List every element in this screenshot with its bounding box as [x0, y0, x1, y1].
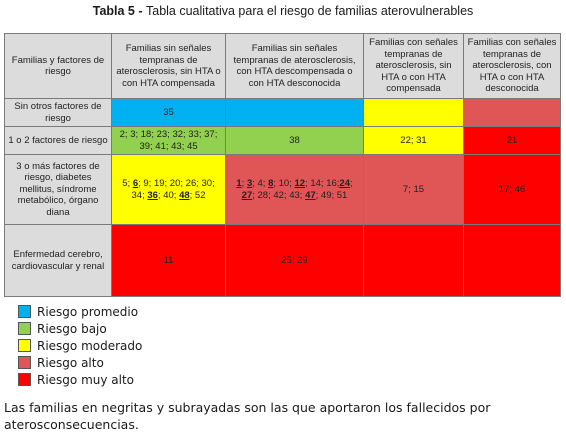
- family-id-deceased: 24: [339, 178, 350, 189]
- legend-label: Riesgo bajo: [37, 321, 107, 336]
- legend-label: Riesgo moderado: [37, 338, 143, 353]
- legend-item: Riesgo promedio: [18, 303, 142, 320]
- caption-text: Tabla cualitativa para el riesgo de fami…: [146, 4, 474, 18]
- cell-value: 1; 3; 4; 8; 10; 12; 14; 16;24; 27; 28; 4…: [236, 178, 352, 201]
- row-header: 3 o más factores de riesgo, diabetes mel…: [4, 154, 112, 225]
- family-id: ;: [350, 178, 353, 189]
- risk-cell: 17; 46: [463, 154, 561, 225]
- risk-cell: 5; 6; 9; 19; 20; 26; 30; 34; 36; 40; 48;…: [111, 154, 226, 225]
- table-row: Sin otros factores de riesgo 35: [4, 98, 561, 127]
- cell-value: 25; 29: [281, 255, 307, 266]
- family-id-deceased: 27: [241, 189, 253, 201]
- caption-label: Tabla 5: [92, 4, 135, 18]
- risk-cell: 7; 15: [363, 154, 464, 225]
- cell-value: 21: [507, 135, 518, 146]
- cell-value: 11: [164, 255, 174, 266]
- column-header: Familias sin señales tempranas de ateros…: [225, 33, 364, 99]
- risk-table: Familias y factores de riesgo Familias s…: [4, 33, 561, 297]
- cell-value: 5; 6; 9; 19; 20; 26; 30; 34; 36; 40; 48;…: [122, 178, 214, 201]
- risk-cell: [363, 224, 464, 297]
- family-id: 11: [163, 254, 174, 266]
- legend-swatch: [18, 373, 31, 386]
- family-id-deceased: 1: [236, 178, 242, 189]
- table-row: Enfermedad cerebro, cardiovascular y ren…: [4, 224, 561, 297]
- risk-cell: 25; 29: [225, 224, 364, 297]
- risk-cell: [463, 98, 561, 127]
- legend-label: Riesgo promedio: [37, 304, 139, 319]
- family-id: ; 52: [189, 189, 206, 201]
- risk-cell: 1; 3; 4; 8; 10; 12; 14; 16;24; 27; 28; 4…: [225, 154, 364, 225]
- family-id: ; 49; 51: [315, 189, 348, 201]
- legend-label: Riesgo muy alto: [37, 372, 135, 387]
- family-id: ; 28; 42; 43;: [252, 189, 306, 201]
- family-id: 7; 15: [402, 183, 425, 195]
- family-id-deceased: 8: [268, 178, 274, 189]
- legend-item: Riesgo bajo: [18, 320, 142, 337]
- table-row: 3 o más factores de riesgo, diabetes mel…: [4, 154, 561, 225]
- footnote: Las familias en negritas y subrayadas so…: [4, 400, 491, 432]
- legend-swatch: [18, 305, 31, 318]
- legend-label: Riesgo alto: [37, 355, 104, 370]
- family-id-deceased: 3: [246, 178, 253, 189]
- legend-swatch: [18, 356, 31, 369]
- header-row: Familias y factores de riesgo Familias s…: [4, 33, 561, 99]
- legend-swatch: [18, 322, 31, 335]
- corner-header: Familias y factores de riesgo: [4, 33, 112, 99]
- risk-cell: [463, 224, 561, 297]
- risk-cell: 11: [111, 224, 226, 297]
- column-header: Familias con señales tempranas de ateros…: [463, 33, 561, 99]
- legend: Riesgo promedio Riesgo bajo Riesgo moder…: [18, 303, 142, 388]
- row-header: Sin otros factores de riesgo: [4, 98, 112, 127]
- family-id: ; 40;: [157, 189, 180, 201]
- risk-cell: 38: [225, 126, 364, 155]
- family-id: ; 10;: [273, 178, 295, 189]
- family-id: 21: [506, 134, 518, 146]
- family-id: ; 9; 19; 20; 26; 30; 34;: [131, 178, 215, 201]
- table-row: 1 o 2 factores de riesgo 2; 3; 18; 23; 3…: [4, 126, 561, 155]
- legend-item: Riesgo muy alto: [18, 371, 142, 388]
- risk-cell: [363, 98, 464, 127]
- family-id-deceased: 36: [147, 189, 158, 201]
- family-id: 22; 31: [400, 134, 427, 146]
- caption-separator: -: [134, 4, 146, 18]
- legend-item: Riesgo moderado: [18, 337, 142, 354]
- legend-swatch: [18, 339, 31, 352]
- row-header: Enfermedad cerebro, cardiovascular y ren…: [4, 224, 112, 297]
- row-header: 1 o 2 factores de riesgo: [4, 126, 112, 155]
- cell-value: 2; 3; 18; 23; 32; 33; 37; 39; 41; 43; 45: [120, 129, 218, 152]
- family-id: 2; 3; 18; 23; 32; 33; 37; 39; 41; 43; 45: [119, 129, 218, 152]
- legend-item: Riesgo alto: [18, 354, 142, 371]
- family-id: 35: [163, 106, 174, 118]
- risk-cell: 35: [111, 98, 226, 127]
- risk-cell: 21: [463, 126, 561, 155]
- risk-cell: [225, 98, 364, 127]
- risk-cell: 2; 3; 18; 23; 32; 33; 37; 39; 41; 43; 45: [111, 126, 226, 155]
- family-id: ; 4;: [252, 178, 269, 189]
- family-id: ; 14; 16;: [305, 178, 340, 189]
- family-id-deceased: 12: [294, 178, 306, 189]
- family-id: 17; 46: [498, 183, 526, 195]
- cell-value: 35: [163, 107, 174, 118]
- family-id: 25; 29: [281, 254, 308, 266]
- risk-cell: 22; 31: [363, 126, 464, 155]
- family-id: 5;: [122, 178, 133, 189]
- cell-value: 38: [289, 135, 300, 146]
- family-id-deceased: 48: [179, 189, 190, 201]
- table-caption: Tabla 5 - Tabla cualitativa para el ries…: [0, 4, 566, 18]
- cell-value: 7; 15: [403, 184, 424, 195]
- column-header: Familias con señales tempranas de ateros…: [363, 33, 464, 99]
- family-id-deceased: 6: [132, 178, 139, 189]
- family-id: 38: [289, 134, 300, 146]
- column-header: Familias sin señales tempranas de ateros…: [111, 33, 226, 99]
- family-id: ;: [241, 178, 247, 189]
- cell-value: 17; 46: [499, 184, 525, 195]
- cell-value: 22; 31: [400, 135, 426, 146]
- family-id-deceased: 47: [305, 189, 316, 201]
